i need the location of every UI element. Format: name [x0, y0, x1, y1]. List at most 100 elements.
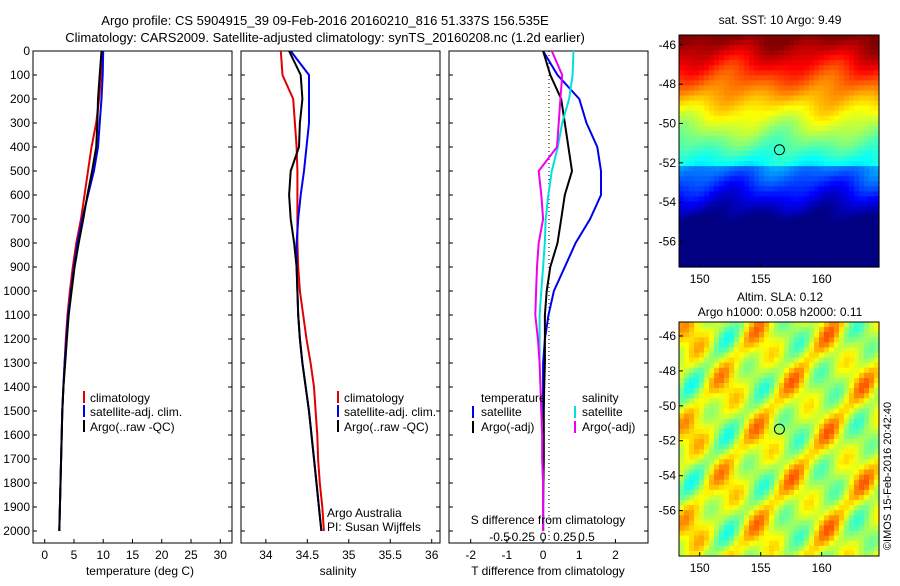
- map-cell: [864, 186, 870, 192]
- map-cell: [754, 196, 760, 203]
- map-cell: [699, 479, 705, 486]
- map-cell: [739, 85, 745, 92]
- map-cell: [839, 256, 845, 263]
- map-cell: [779, 322, 785, 328]
- map-cell: [814, 352, 820, 359]
- map-cell: [719, 484, 725, 491]
- map-cell: [794, 110, 800, 117]
- map-cell: [839, 352, 845, 359]
- map-cell: [704, 145, 710, 152]
- map-cell: [834, 464, 840, 471]
- map-cell: [864, 530, 870, 537]
- map-cell: [809, 388, 815, 394]
- map-cell: [834, 256, 840, 263]
- map-cell: [704, 413, 710, 420]
- map-cell: [789, 221, 795, 228]
- map-cell: [849, 520, 855, 527]
- map-cell: [704, 135, 710, 142]
- map-cell: [764, 408, 770, 415]
- map-cell: [739, 196, 745, 203]
- map-cell: [824, 85, 830, 92]
- map-cell: [764, 145, 770, 152]
- map-cell: [699, 135, 705, 142]
- map-cell: [799, 221, 805, 228]
- map-cell: [764, 515, 770, 521]
- map-cell: [789, 474, 795, 481]
- map-cell: [704, 55, 710, 61]
- map-cell: [769, 520, 775, 527]
- map-cell: [764, 337, 770, 343]
- map-cell: [814, 65, 820, 71]
- map-cell: [804, 469, 810, 476]
- map-cell: [794, 352, 800, 359]
- map-cell: [819, 55, 825, 61]
- map-cell: [709, 145, 715, 152]
- map-cell: [799, 140, 805, 147]
- map-cell: [844, 115, 850, 122]
- map-cell: [814, 135, 820, 142]
- map-cell: [714, 70, 720, 76]
- map-cell: [714, 221, 720, 228]
- map-cell: [734, 125, 740, 132]
- map-cell: [784, 367, 790, 374]
- map-cell: [824, 100, 830, 107]
- map-cell: [789, 494, 795, 501]
- x-tick-label: 0: [41, 548, 48, 562]
- map-cell: [854, 60, 860, 66]
- map-cell: [704, 428, 710, 435]
- map-cell: [734, 347, 740, 354]
- map-cell: [694, 80, 700, 87]
- map-cell: [799, 161, 805, 167]
- map-cell: [769, 206, 775, 213]
- map-cell: [799, 550, 805, 557]
- map-cell: [754, 525, 760, 532]
- map-cell: [874, 70, 880, 76]
- map-cell: [719, 201, 725, 208]
- map-cell: [849, 540, 855, 547]
- map-cell: [709, 40, 715, 46]
- map-cell: [694, 161, 700, 167]
- map-cell: [769, 226, 775, 233]
- map-cell: [854, 216, 860, 223]
- map-cell: [714, 469, 720, 476]
- map-cell: [689, 484, 695, 491]
- map-cell: [754, 479, 760, 486]
- map-cell: [699, 550, 705, 557]
- map-cell: [794, 191, 800, 197]
- map-cell: [809, 423, 815, 430]
- map-cell: [834, 135, 840, 142]
- map-cell: [799, 40, 805, 46]
- map-cell: [864, 332, 870, 338]
- map-cell: [699, 110, 705, 117]
- map-cell: [734, 85, 740, 92]
- map-cell: [744, 535, 750, 542]
- map-cell: [789, 337, 795, 343]
- map-cell: [699, 251, 705, 258]
- map-cell: [699, 494, 705, 501]
- map-cell: [779, 342, 785, 349]
- map-cell: [764, 433, 770, 440]
- map-cell: [709, 439, 715, 445]
- map-cell: [719, 454, 725, 460]
- map-cell: [759, 60, 765, 66]
- map-cell: [804, 115, 810, 122]
- map-cell: [679, 100, 685, 107]
- map-cell: [839, 398, 845, 404]
- map-cell: [859, 545, 865, 552]
- map-cell: [829, 95, 835, 102]
- map-cell: [789, 464, 795, 471]
- map-cell: [864, 342, 870, 349]
- map-cell: [684, 246, 690, 253]
- map-cell: [779, 377, 785, 384]
- map-cell: [769, 105, 775, 112]
- map-cell: [869, 500, 875, 506]
- map-cell: [864, 216, 870, 223]
- map-cell: [769, 196, 775, 203]
- map-cell: [749, 362, 755, 369]
- map-cell: [849, 433, 855, 440]
- map-cell: [774, 261, 780, 268]
- map-cell: [844, 110, 850, 117]
- map-cell: [859, 125, 865, 132]
- map-cell: [714, 454, 720, 460]
- map-cell: [829, 428, 835, 435]
